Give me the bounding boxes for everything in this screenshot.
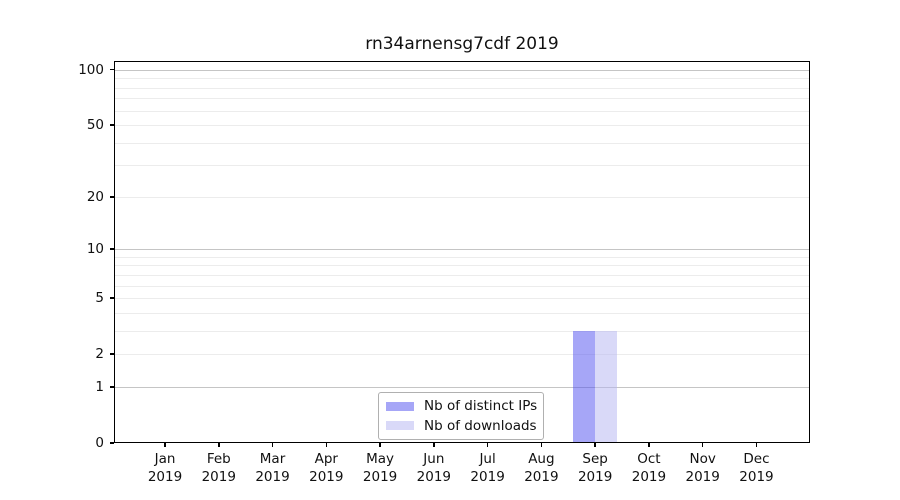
x-tick bbox=[486, 443, 489, 447]
x-tick bbox=[701, 443, 704, 447]
legend-row: Nb of distinct IPs bbox=[386, 398, 537, 414]
x-tick-month: Feb bbox=[206, 451, 231, 467]
gridline-minor bbox=[114, 285, 810, 287]
legend-label-downloads: Nb of downloads bbox=[424, 417, 537, 434]
x-tick-month: Dec bbox=[743, 451, 770, 467]
gridline-minor bbox=[114, 165, 810, 167]
gridline-minor bbox=[114, 298, 810, 300]
x-tick-year: 2019 bbox=[470, 469, 505, 485]
bar-distinct-ips bbox=[573, 330, 596, 443]
legend: Nb of distinct IPs Nb of downloads bbox=[378, 392, 544, 440]
y-tick-label: 0 bbox=[95, 435, 104, 451]
x-tick bbox=[433, 443, 435, 447]
plot-area bbox=[114, 61, 810, 443]
x-tick-month: May bbox=[366, 451, 395, 467]
gridline-minor bbox=[114, 256, 810, 258]
x-tick-year: 2019 bbox=[362, 469, 398, 485]
bar-downloads bbox=[595, 330, 618, 443]
x-tick bbox=[648, 443, 650, 447]
x-tick-month: Jul bbox=[479, 451, 496, 467]
x-tick bbox=[271, 443, 274, 447]
gridline-minor bbox=[114, 265, 810, 267]
gridline-minor bbox=[114, 87, 810, 89]
plot-border bbox=[114, 61, 810, 443]
gridline-minor bbox=[114, 124, 810, 126]
y-tick bbox=[110, 442, 114, 444]
legend-label-distinct-ips: Nb of distinct IPs bbox=[424, 398, 538, 415]
x-tick-year: 2019 bbox=[631, 469, 667, 485]
gridline-minor bbox=[114, 312, 810, 314]
x-tick bbox=[379, 443, 381, 447]
gridline-minor bbox=[114, 196, 810, 198]
x-tick-label: Jun 2019 bbox=[394, 450, 474, 486]
x-tick-month: Oct bbox=[637, 451, 661, 467]
x-tick-year: 2019 bbox=[201, 469, 236, 485]
gridline-minor bbox=[114, 98, 810, 100]
x-tick-year: 2019 bbox=[577, 469, 613, 485]
y-tick-label: 10 bbox=[86, 241, 104, 258]
y-tick-label: 5 bbox=[95, 290, 104, 307]
x-tick bbox=[540, 443, 543, 447]
x-tick bbox=[164, 443, 166, 447]
x-tick-label: Jul 2019 bbox=[448, 450, 528, 486]
x-tick-label: Nov 2019 bbox=[663, 450, 743, 486]
y-tick bbox=[110, 353, 114, 355]
x-tick-label: Jan 2019 bbox=[125, 450, 205, 486]
x-tick bbox=[594, 443, 596, 447]
x-tick-label: Aug 2019 bbox=[501, 450, 581, 486]
x-tick-year: 2019 bbox=[685, 469, 720, 485]
gridline-minor bbox=[114, 110, 810, 112]
gridline-major bbox=[114, 249, 810, 251]
x-tick bbox=[325, 443, 328, 447]
x-tick-month: Apr bbox=[314, 451, 338, 467]
y-tick bbox=[110, 248, 114, 250]
x-tick-label: Sep 2019 bbox=[555, 450, 635, 486]
x-tick-year: 2019 bbox=[147, 469, 183, 485]
x-tick-year: 2019 bbox=[309, 469, 344, 485]
x-tick-year: 2019 bbox=[416, 469, 452, 485]
gridline-minor bbox=[114, 78, 810, 80]
gridline-minor bbox=[114, 330, 810, 332]
x-tick-month: Mar bbox=[259, 451, 286, 467]
y-tick-label: 2 bbox=[95, 346, 104, 363]
y-tick bbox=[110, 124, 114, 126]
y-tick-label: 20 bbox=[86, 188, 104, 205]
x-tick-label: Feb 2019 bbox=[179, 450, 259, 486]
x-tick-month: Nov bbox=[689, 451, 716, 467]
legend-swatch-downloads bbox=[386, 421, 414, 431]
y-tick-label: 50 bbox=[86, 116, 104, 133]
y-tick-label: 100 bbox=[78, 61, 104, 78]
legend-swatch-distinct-ips bbox=[386, 401, 414, 411]
gridline-minor bbox=[114, 274, 810, 276]
x-tick-month: Jan bbox=[154, 451, 176, 467]
gridline-major bbox=[114, 69, 810, 71]
y-tick bbox=[110, 297, 114, 299]
gridline-major bbox=[114, 386, 810, 388]
gridline-minor bbox=[114, 354, 810, 356]
chart-title: rn34arnensg7cdf 2019 bbox=[365, 34, 559, 54]
x-tick-year: 2019 bbox=[739, 469, 774, 485]
y-tick bbox=[110, 386, 114, 388]
x-tick-year: 2019 bbox=[524, 469, 559, 485]
x-tick-month: Sep bbox=[582, 451, 608, 467]
x-tick bbox=[218, 443, 220, 447]
x-tick-year: 2019 bbox=[255, 469, 290, 485]
y-tick bbox=[110, 196, 114, 198]
legend-row: Nb of downloads bbox=[386, 418, 537, 434]
x-tick-label: Apr 2019 bbox=[286, 450, 366, 486]
gridline-minor bbox=[114, 142, 810, 144]
x-tick-month: Aug bbox=[528, 451, 555, 467]
x-tick-label: Oct 2019 bbox=[609, 450, 689, 486]
x-tick bbox=[755, 443, 758, 447]
x-tick-label: May 2019 bbox=[340, 450, 420, 486]
x-tick-label: Dec 2019 bbox=[716, 450, 796, 486]
x-tick-label: Mar 2019 bbox=[233, 450, 313, 486]
x-tick-month: Jun bbox=[423, 451, 445, 467]
y-tick-label: 1 bbox=[95, 378, 104, 395]
y-tick bbox=[110, 68, 114, 71]
